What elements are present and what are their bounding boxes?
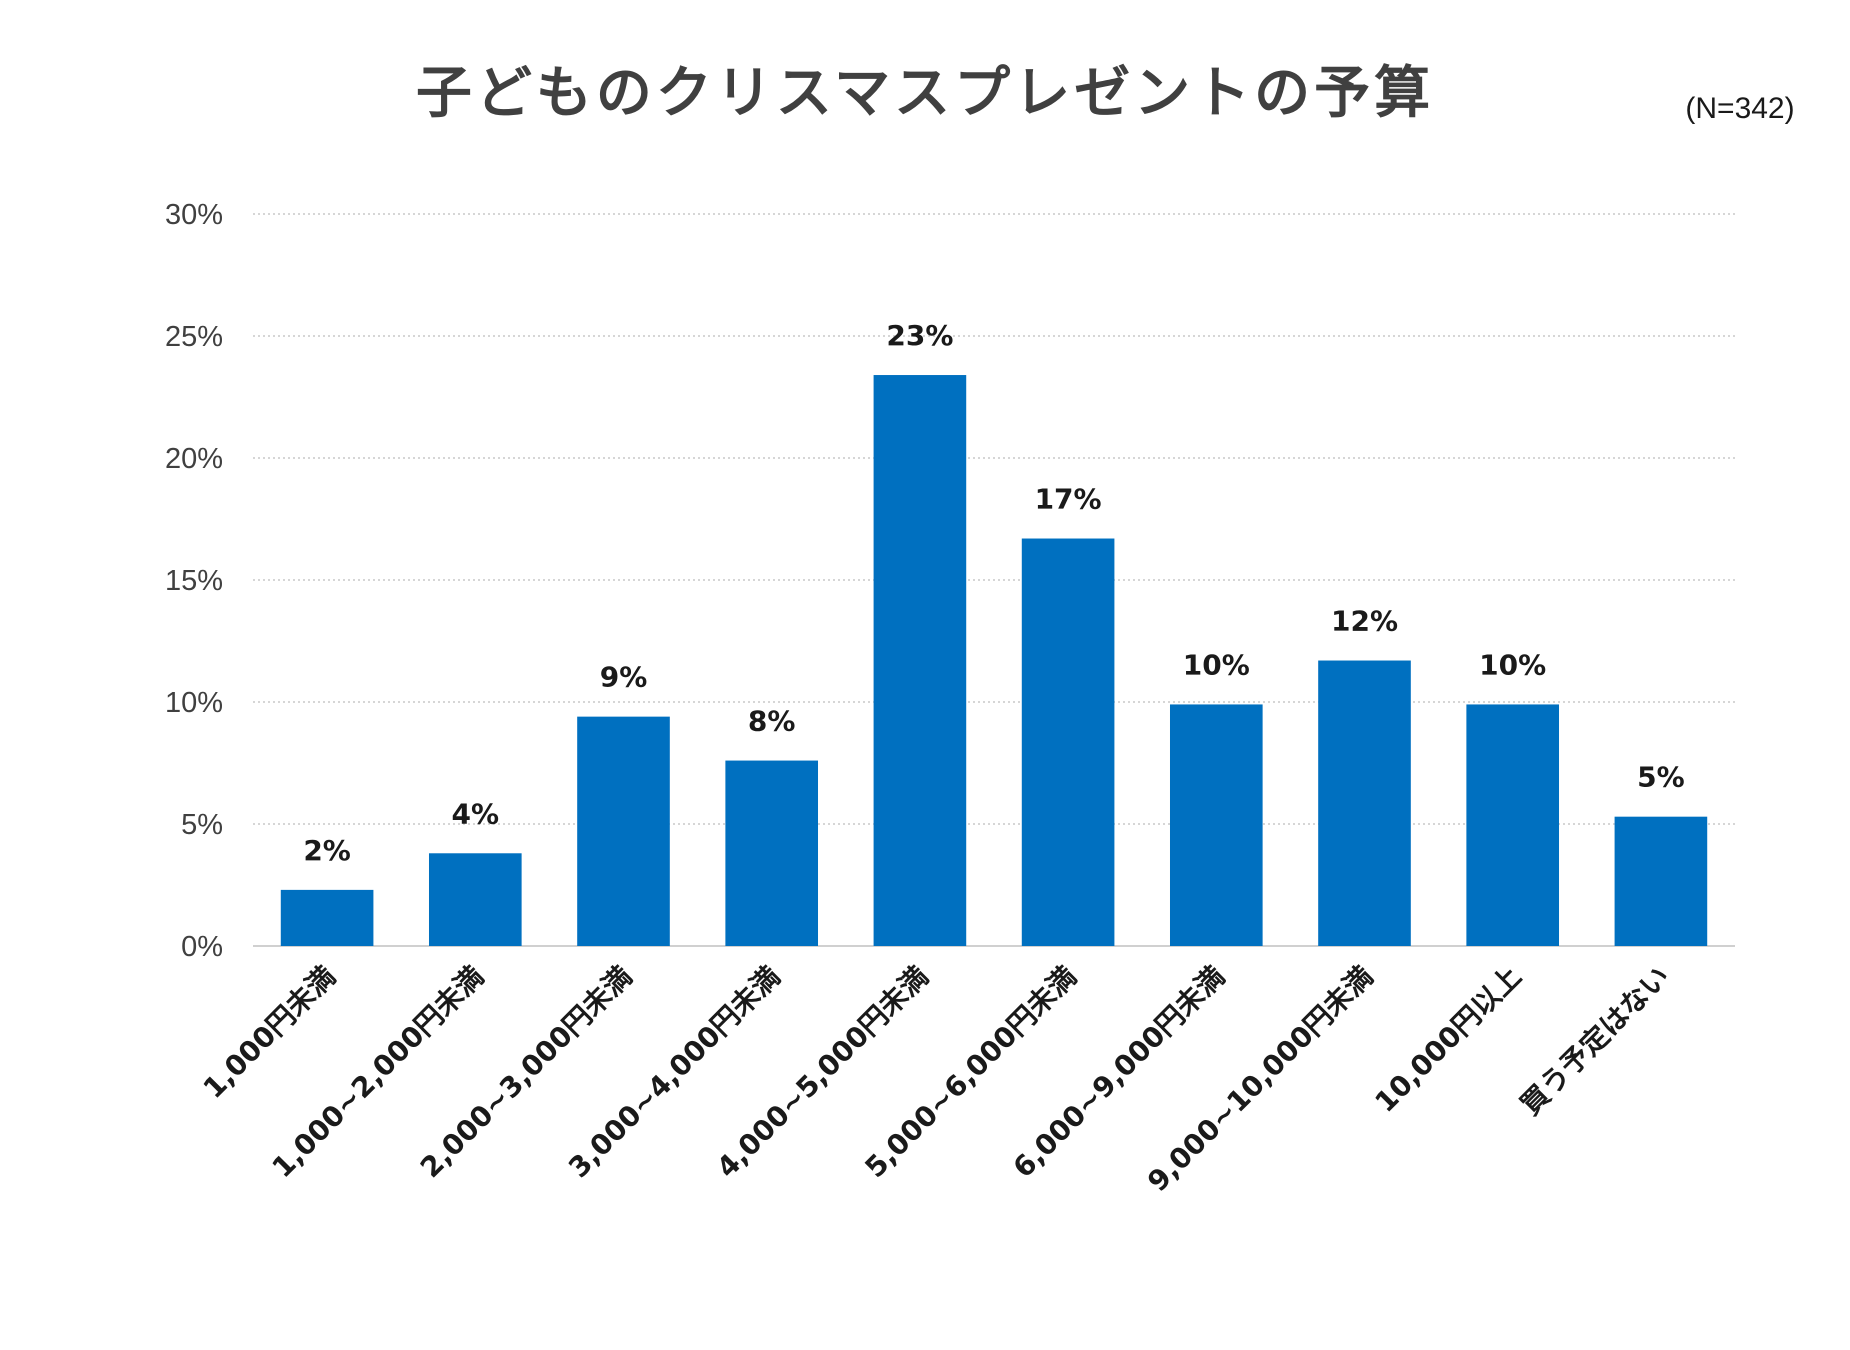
data-label: 8% <box>748 705 796 738</box>
bar <box>1318 660 1411 946</box>
y-tick-label: 25% <box>165 321 223 353</box>
bar <box>1021 538 1115 946</box>
data-labels: 2% 4% 9% 8% 23% 17% 10% 12% 10% 5% <box>303 319 1684 867</box>
category-label: 買う予定はない <box>1514 960 1676 1122</box>
data-label: 17% <box>1035 483 1102 516</box>
data-label: 2% <box>303 834 351 867</box>
x-axis-categories: 1,000円未満1,000~2,000円未満2,000~3,000円未満3,00… <box>197 960 1676 1198</box>
bars <box>280 375 1708 946</box>
bar <box>577 716 670 946</box>
category-label: 1,000円未満 <box>197 960 342 1105</box>
category-label: 10,000円以上 <box>1369 960 1528 1119</box>
data-label: 23% <box>886 319 953 352</box>
bar <box>428 853 522 946</box>
bar <box>725 760 819 946</box>
bar <box>1466 704 1560 946</box>
y-tick-label: 5% <box>181 809 223 841</box>
y-tick-label: 15% <box>165 565 223 597</box>
y-tick-label: 10% <box>165 687 223 719</box>
sample-size-label: (N=342) <box>1685 92 1795 125</box>
bar <box>1169 704 1263 946</box>
y-tick-label: 30% <box>165 199 223 231</box>
bar <box>1614 816 1708 946</box>
y-tick-label: 0% <box>181 931 223 963</box>
data-label: 10% <box>1479 648 1546 681</box>
data-label: 10% <box>1183 648 1250 681</box>
data-label: 12% <box>1331 605 1398 638</box>
data-label: 4% <box>452 797 500 830</box>
y-axis-ticks: 0% 5% 10% 15% 20% 25% 30% <box>165 199 223 963</box>
data-label: 9% <box>600 661 648 694</box>
chart-title: 子どものクリスマスプレゼントの予算 <box>415 61 1435 126</box>
bar <box>280 889 374 946</box>
data-label: 5% <box>1637 761 1685 794</box>
y-tick-label: 20% <box>165 443 223 475</box>
bar <box>873 375 967 946</box>
